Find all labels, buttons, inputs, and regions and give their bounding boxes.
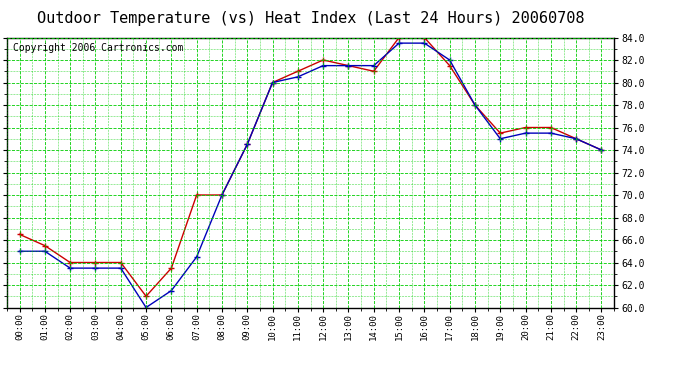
Text: Outdoor Temperature (vs) Heat Index (Last 24 Hours) 20060708: Outdoor Temperature (vs) Heat Index (Las… — [37, 11, 584, 26]
Text: Copyright 2006 Cartronics.com: Copyright 2006 Cartronics.com — [13, 43, 184, 53]
